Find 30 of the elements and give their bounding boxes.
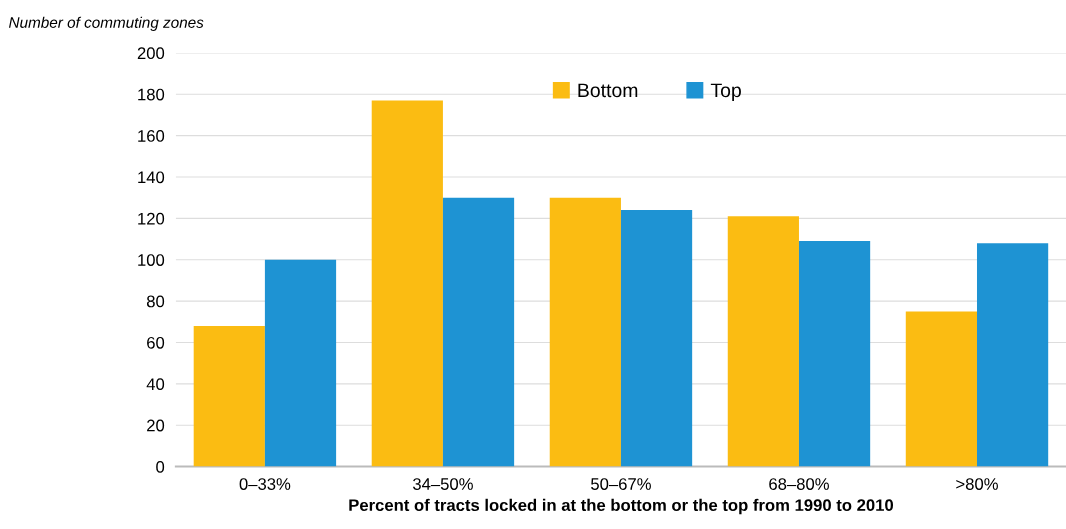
y-tick-label: 200 bbox=[137, 47, 165, 60]
legend-label: Top bbox=[710, 83, 741, 102]
bar bbox=[905, 311, 977, 467]
bar bbox=[620, 210, 693, 467]
x-axis-title: Percent of tracts locked in at the bottom or the top from 1990 to 2010 bbox=[349, 498, 894, 515]
bar bbox=[193, 325, 265, 467]
x-tick-label: 34–50% bbox=[412, 478, 473, 490]
bar bbox=[976, 243, 1049, 467]
bar bbox=[264, 259, 337, 467]
y-axis-title: Number of commuting zones bbox=[9, 16, 204, 31]
y-tick-label: 60 bbox=[147, 336, 165, 349]
bar bbox=[442, 197, 515, 467]
y-tick-label: 0 bbox=[156, 460, 165, 473]
bar bbox=[371, 100, 443, 467]
y-tick-label: 20 bbox=[147, 419, 165, 432]
y-tick-label: 100 bbox=[138, 254, 165, 266]
x-tick-label: 50–67% bbox=[591, 478, 651, 490]
y-tick-label: 40 bbox=[146, 378, 165, 391]
bar bbox=[727, 216, 799, 467]
x-tick-label: 0–33% bbox=[239, 478, 291, 490]
bar bbox=[798, 241, 871, 467]
y-tick-label: 180 bbox=[138, 88, 165, 101]
bar bbox=[549, 197, 621, 467]
y-tick-label: 80 bbox=[146, 295, 165, 308]
x-tick-label: >80% bbox=[956, 478, 998, 490]
x-tick-label: 68–80% bbox=[769, 478, 829, 490]
legend-label: Bottom bbox=[578, 83, 638, 98]
y-tick-label: 120 bbox=[138, 212, 165, 225]
y-tick-label: 160 bbox=[138, 130, 165, 142]
y-tick-label: 140 bbox=[138, 171, 165, 184]
